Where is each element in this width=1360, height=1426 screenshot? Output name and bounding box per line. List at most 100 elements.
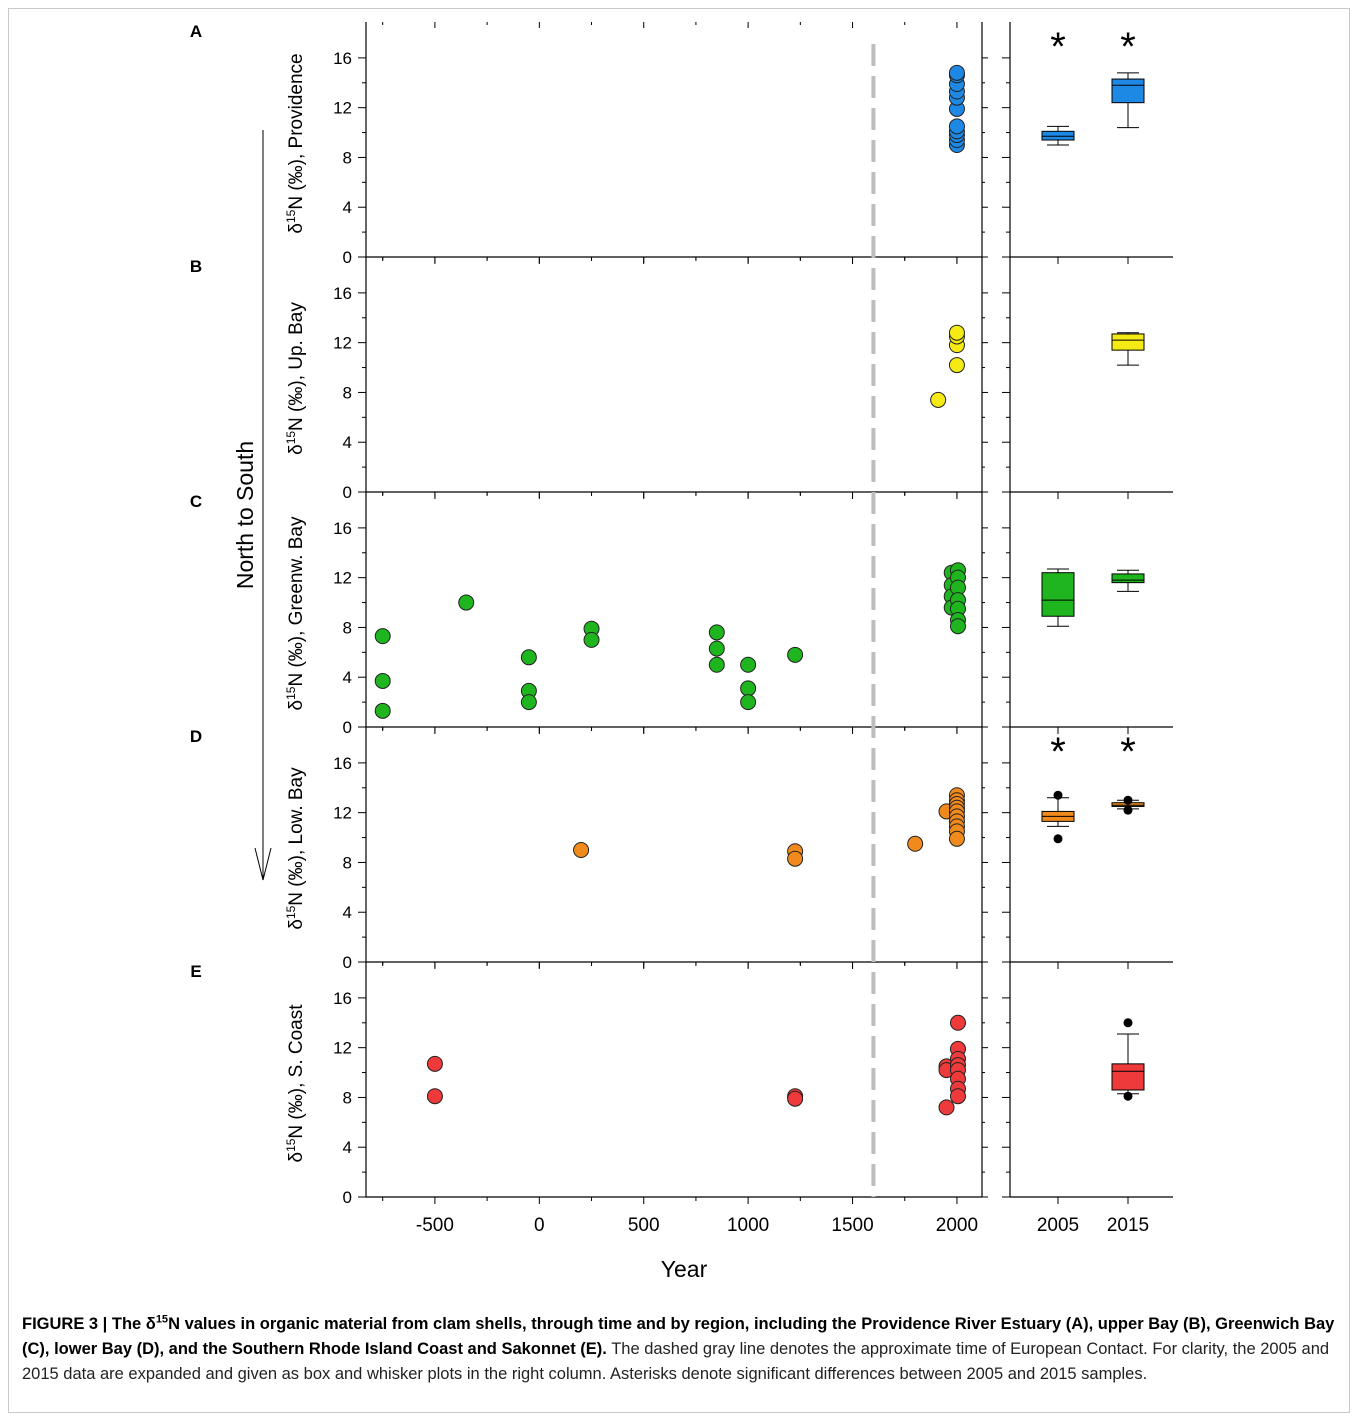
y-axis-label: δ15N (‰), Providence <box>284 53 307 233</box>
data-point <box>708 640 725 657</box>
data-point <box>740 680 757 697</box>
y-tick-label: 4 <box>343 198 352 217</box>
panel-letter: B <box>190 257 202 276</box>
significance-asterisk: * <box>1120 25 1136 69</box>
data-point <box>573 842 590 858</box>
box <box>1041 130 1075 141</box>
y-tick-label: 0 <box>343 248 352 267</box>
data-point <box>740 694 757 711</box>
y-tick-label: 16 <box>333 284 352 303</box>
y-tick-label: 12 <box>333 1039 352 1058</box>
y-tick-label: 16 <box>333 519 352 538</box>
data-point <box>520 649 537 666</box>
caption-text: The dashed gray line denotes the approxi… <box>22 1340 1330 1383</box>
data-point <box>948 64 965 81</box>
data-point <box>787 646 804 663</box>
data-point <box>708 656 725 673</box>
y-tick-label: 0 <box>343 718 352 737</box>
y-axis-label: δ15N (‰), Greenw. Bay <box>284 516 307 710</box>
y-axis-label: δ15N (‰), S. Coast <box>284 1004 307 1163</box>
data-point <box>907 835 924 852</box>
figure-caption: FIGURE 3 | The δ15N values in organic ma… <box>22 1312 1337 1387</box>
outlier-point <box>1123 1018 1133 1028</box>
y-axis-label: δ15N (‰), Low. Bay <box>284 767 307 930</box>
x-tick-label: 1000 <box>727 1215 769 1236</box>
data-point <box>938 1099 955 1116</box>
y-tick-label: 12 <box>333 99 352 118</box>
y-tick-label: 16 <box>333 49 352 68</box>
y-tick-label: 4 <box>343 903 352 922</box>
box <box>1111 1063 1145 1091</box>
panel-letter: E <box>190 962 201 981</box>
x-tick-label: 500 <box>628 1215 660 1236</box>
data-point <box>930 391 947 408</box>
y-tick-label: 4 <box>343 433 352 452</box>
x-tick-label: -500 <box>416 1215 454 1236</box>
box <box>1111 78 1145 104</box>
y-tick-label: 16 <box>333 989 352 1008</box>
y-tick-label: 0 <box>343 953 352 972</box>
outlier-point <box>1053 834 1063 844</box>
y-tick-label: 16 <box>333 754 352 773</box>
figure-frame <box>8 8 1350 1413</box>
data-point <box>426 1088 443 1105</box>
x-tick-label: 1500 <box>831 1215 873 1236</box>
caption-title: FIGURE 3 | The δ15N values in organic ma… <box>22 1313 1335 1358</box>
data-point <box>948 357 965 374</box>
y-tick-label: 12 <box>333 334 352 353</box>
data-point <box>458 594 475 611</box>
box-x-tick-label: 2005 <box>1037 1215 1079 1236</box>
data-point <box>949 1014 966 1031</box>
data-point <box>948 324 965 341</box>
data-point <box>374 702 391 719</box>
panel-letter: C <box>190 492 202 511</box>
data-point <box>949 1088 966 1105</box>
data-point <box>520 694 537 711</box>
y-tick-label: 4 <box>343 1138 352 1157</box>
significance-asterisk: * <box>1120 730 1136 774</box>
data-point <box>374 628 391 645</box>
box <box>1111 333 1145 351</box>
data-point <box>949 618 966 635</box>
data-point <box>374 672 391 689</box>
box <box>1111 573 1145 584</box>
y-tick-label: 8 <box>343 383 352 402</box>
y-tick-label: 0 <box>343 1188 352 1207</box>
data-point <box>948 118 965 135</box>
north-south-arrow-head <box>254 847 272 881</box>
box-x-tick-label: 2015 <box>1107 1215 1149 1236</box>
north-south-label: North to South <box>232 441 258 589</box>
significance-asterisk: * <box>1050 730 1066 774</box>
outlier-point <box>1123 805 1133 815</box>
y-tick-label: 12 <box>333 804 352 823</box>
panel-letter: A <box>190 22 202 41</box>
outlier-point <box>1053 790 1063 800</box>
outlier-point <box>1123 795 1133 805</box>
data-point <box>948 830 965 847</box>
y-tick-label: 8 <box>343 148 352 167</box>
data-point <box>583 631 600 648</box>
x-tick-label: 0 <box>534 1215 545 1236</box>
y-tick-label: 8 <box>343 853 352 872</box>
data-point <box>787 850 804 867</box>
y-tick-label: 12 <box>333 569 352 588</box>
data-point <box>426 1055 443 1072</box>
y-tick-label: 8 <box>343 618 352 637</box>
data-point <box>740 656 757 673</box>
significance-asterisk: * <box>1050 25 1066 69</box>
x-axis-title: Year <box>661 1256 708 1282</box>
y-tick-label: 8 <box>343 1088 352 1107</box>
y-axis-label: δ15N (‰), Up. Bay <box>284 302 307 455</box>
box <box>1041 572 1075 617</box>
data-point <box>787 1090 804 1107</box>
panel-letter: D <box>190 727 202 746</box>
x-tick-label: 2000 <box>936 1215 978 1236</box>
y-tick-label: 4 <box>343 668 352 687</box>
data-point <box>708 624 725 641</box>
